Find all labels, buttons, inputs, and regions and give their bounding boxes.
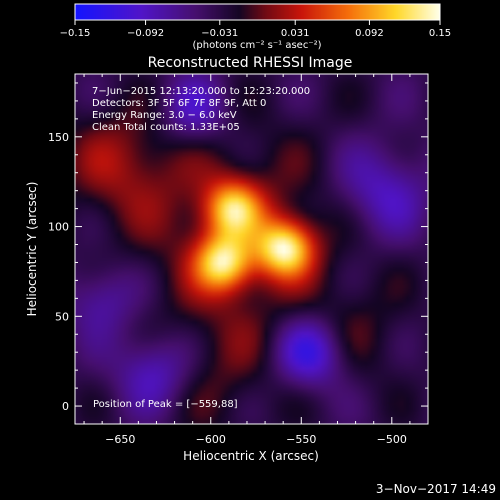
y-tick-label: 50 [55,310,69,323]
info-time-range: 7−Jun−2015 12:13:20.000 to 12:23:20.000 [92,86,310,97]
colorbar-gradient [75,4,440,20]
colorbar: −0.15 −0.092 −0.031 0.031 0.092 0.15 (photons… [60,3,451,51]
colorbar-tick-label: −0.15 [60,28,91,39]
colorbar-tick-label: −0.031 [201,28,238,39]
y-tick-label: 150 [48,131,69,144]
heatmap-image [75,74,428,424]
x-tick-label: −550 [286,433,316,446]
plot-frame [74,73,429,425]
colorbar-tick-label: 0.092 [355,28,384,39]
peak-position-label: Position of Peak = [−559,88] [93,399,238,410]
colorbar-units: (photons cm⁻² s⁻¹ asec⁻²) [192,40,321,51]
x-tick-label: −500 [377,433,407,446]
y-tick-label: 100 [48,221,69,234]
info-clean-counts: Clean Total counts: 1.33E+05 [92,122,240,133]
plot-area: −650 −600 −550 −500 0 50 100 150 [48,73,429,446]
x-axis-label: Heliocentric X (arcsec) [183,449,319,463]
colorbar-tick-label: 0.15 [429,28,451,39]
y-axis: 0 50 100 150 [48,82,428,425]
info-block: 7−Jun−2015 12:13:20.000 to 12:23:20.000 … [92,86,310,410]
colorbar-tick-label: 0.031 [281,28,310,39]
footer-timestamp: 3−Nov−2017 14:49 [375,482,496,496]
x-tick-label: −600 [196,433,226,446]
x-axis: −650 −600 −550 −500 [83,74,429,446]
colorbar-tick-label: −0.092 [127,28,164,39]
info-detectors: Detectors: 3F 5F 6F 7F 8F 9F, Att 0 [92,98,266,109]
y-tick-label: 0 [62,400,69,413]
x-tick-label: −650 [105,433,135,446]
info-energy-range: Energy Range: 3.0 − 6.0 keV [92,110,237,121]
chart-title: Reconstructed RHESSI Image [148,55,353,71]
y-axis-label: Heliocentric Y (arcsec) [25,182,39,317]
